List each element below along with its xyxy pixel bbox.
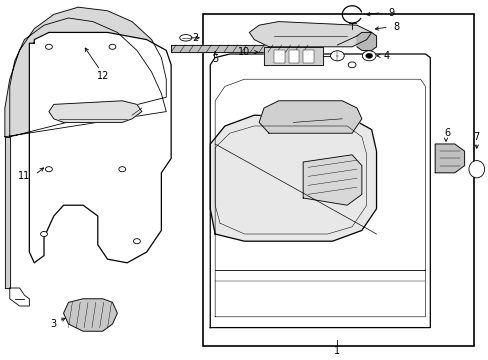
Polygon shape — [29, 32, 171, 263]
Polygon shape — [264, 47, 322, 65]
Polygon shape — [303, 155, 361, 205]
Circle shape — [119, 167, 125, 172]
Text: 9: 9 — [387, 8, 393, 18]
Ellipse shape — [180, 35, 192, 41]
Polygon shape — [210, 115, 376, 241]
Text: 10: 10 — [238, 47, 250, 57]
Polygon shape — [49, 101, 142, 122]
Polygon shape — [63, 299, 117, 331]
Circle shape — [109, 44, 116, 49]
Bar — [303, 50, 313, 63]
Bar — [288, 50, 299, 63]
Polygon shape — [356, 32, 376, 50]
Bar — [273, 50, 284, 63]
Bar — [203, 14, 473, 346]
Circle shape — [45, 167, 52, 172]
Text: 6: 6 — [444, 128, 449, 138]
Polygon shape — [210, 54, 429, 328]
Text: 7: 7 — [473, 132, 479, 142]
Text: 3: 3 — [51, 319, 57, 329]
Circle shape — [133, 239, 140, 244]
Polygon shape — [171, 45, 307, 52]
Text: 12: 12 — [96, 71, 109, 81]
Polygon shape — [10, 288, 29, 306]
Text: 1: 1 — [334, 346, 340, 356]
Text: 4: 4 — [383, 51, 388, 61]
Ellipse shape — [468, 161, 484, 178]
Circle shape — [41, 231, 47, 237]
Polygon shape — [5, 7, 166, 137]
Polygon shape — [249, 22, 371, 47]
Polygon shape — [259, 101, 361, 133]
Text: 8: 8 — [392, 22, 398, 32]
Text: 11: 11 — [18, 171, 31, 181]
Text: 2: 2 — [192, 33, 198, 43]
Circle shape — [365, 53, 372, 58]
Polygon shape — [5, 137, 10, 288]
Circle shape — [362, 51, 375, 61]
Circle shape — [347, 62, 355, 68]
Circle shape — [45, 44, 52, 49]
Text: 5: 5 — [212, 54, 218, 64]
Circle shape — [330, 51, 344, 61]
Polygon shape — [434, 144, 464, 173]
